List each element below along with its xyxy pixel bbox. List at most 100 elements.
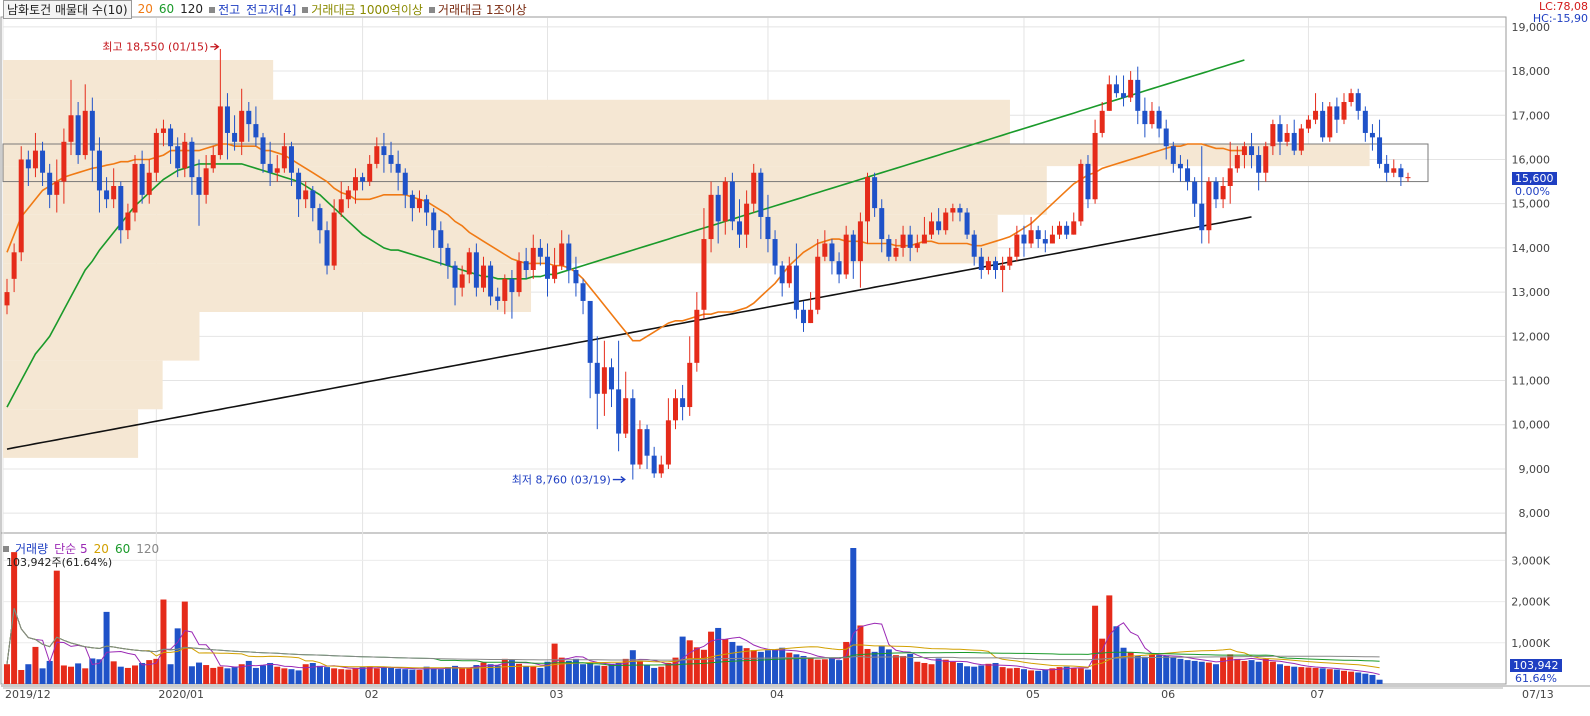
candle-body bbox=[388, 155, 394, 164]
candle-body bbox=[872, 177, 878, 209]
volume-bar bbox=[843, 641, 850, 684]
price-legend: 남화토건 매물대 수(10) 20 60 120 전고 전고저[4] 거래대금 … bbox=[3, 0, 527, 19]
candle-body bbox=[146, 172, 152, 195]
candle-body bbox=[957, 208, 963, 213]
volume-bar bbox=[1369, 674, 1376, 684]
volume-bar bbox=[1056, 667, 1063, 684]
volume-bar bbox=[644, 664, 651, 684]
volume-profile-band bbox=[3, 360, 163, 410]
price-tick-label: 14,000 bbox=[1512, 242, 1551, 255]
volume-ma20-label: 20 bbox=[93, 541, 109, 556]
candle-body bbox=[651, 455, 657, 474]
candle-body bbox=[239, 110, 245, 142]
candle-body bbox=[1213, 181, 1219, 200]
volume-bar bbox=[1362, 673, 1369, 684]
volume-bar bbox=[338, 669, 345, 684]
legend-item-prev-high-low[interactable]: 전고저[4] bbox=[246, 2, 297, 17]
legend-item-trade-value-1t[interactable]: 거래대금 1조이상 bbox=[428, 1, 527, 18]
candle-body bbox=[1377, 137, 1383, 164]
candle-body bbox=[360, 177, 366, 182]
hc-value: HC:-15,90 bbox=[1532, 12, 1588, 25]
legend-item-prev-high[interactable]: 전고 bbox=[209, 1, 240, 18]
candle-body bbox=[1113, 84, 1119, 94]
volume-bar bbox=[167, 664, 174, 684]
volume-bar bbox=[636, 660, 643, 684]
candle-body bbox=[1042, 239, 1048, 244]
candle-body bbox=[637, 429, 643, 465]
candle-body bbox=[658, 464, 664, 474]
candle-body bbox=[544, 256, 550, 279]
candle-body bbox=[1327, 106, 1333, 138]
indicator-box[interactable]: 남화토건 매물대 수(10) bbox=[3, 0, 132, 19]
volume-bar bbox=[1248, 660, 1255, 684]
volume-bar bbox=[686, 640, 693, 684]
volume-bar bbox=[96, 659, 103, 684]
volume-bar bbox=[1227, 654, 1234, 684]
volume-bar bbox=[572, 658, 579, 684]
volume-bar bbox=[160, 599, 167, 684]
candle-body bbox=[345, 190, 351, 200]
price-tick-label: 15,000 bbox=[1512, 198, 1551, 211]
volume-bar bbox=[800, 655, 807, 684]
volume-bar bbox=[1042, 669, 1049, 684]
volume-bar bbox=[60, 665, 67, 684]
volume-bar bbox=[388, 667, 395, 684]
candle-body bbox=[1206, 181, 1212, 231]
volume-bar bbox=[700, 649, 707, 684]
volume-bar bbox=[921, 662, 928, 684]
candle-body bbox=[509, 278, 515, 293]
arrow-right-icon bbox=[612, 476, 626, 484]
candle-body bbox=[921, 234, 927, 244]
candle-body bbox=[1057, 225, 1063, 235]
volume-bar bbox=[117, 666, 124, 684]
volume-bar bbox=[530, 666, 537, 684]
volume-bar bbox=[850, 548, 857, 684]
volume-bar bbox=[352, 667, 359, 684]
candle-body bbox=[438, 230, 444, 248]
candle-body bbox=[409, 194, 415, 209]
volume-bar bbox=[1077, 668, 1084, 684]
candle-body bbox=[1334, 106, 1340, 120]
volume-bar bbox=[1333, 669, 1340, 684]
candle-body bbox=[54, 181, 60, 195]
volume-bar bbox=[466, 668, 473, 684]
candle-body bbox=[40, 150, 46, 173]
candle-body bbox=[744, 203, 750, 235]
candle-body bbox=[779, 265, 785, 284]
volume-legend: 거래량 단순 5 20 60 120 bbox=[3, 540, 159, 557]
volume-legend-label[interactable]: 거래량 bbox=[15, 542, 49, 556]
volume-bar bbox=[1092, 605, 1099, 684]
legend-item-trade-value-100b[interactable]: 거래대금 1000억이상 bbox=[302, 1, 423, 18]
volume-profile-band bbox=[3, 263, 532, 312]
volume-latest: 103,942주(61.64%) bbox=[6, 556, 113, 569]
candle-body bbox=[480, 265, 486, 288]
volume-bar bbox=[1355, 672, 1362, 684]
volume-bar bbox=[971, 666, 978, 684]
x-tick-label: 04 bbox=[770, 688, 784, 701]
price-tick-label: 10,000 bbox=[1512, 419, 1551, 432]
volume-bar bbox=[764, 650, 771, 684]
volume-bar bbox=[260, 665, 267, 684]
volume-bar bbox=[900, 655, 907, 684]
candle-body bbox=[395, 163, 401, 173]
candle-body bbox=[267, 163, 273, 173]
candle-body bbox=[445, 247, 451, 266]
volume-bar bbox=[580, 664, 587, 684]
volume-bar bbox=[267, 662, 274, 684]
volume-bar bbox=[750, 650, 757, 684]
volume-bar bbox=[658, 666, 665, 684]
candle-body bbox=[1135, 79, 1141, 111]
volume-bar bbox=[288, 669, 295, 684]
candle-body bbox=[111, 186, 117, 200]
candle-body bbox=[1313, 110, 1319, 120]
volume-bar bbox=[53, 570, 60, 684]
volume-bar bbox=[523, 666, 530, 684]
volume-bar bbox=[302, 664, 309, 684]
volume-bar bbox=[452, 665, 459, 684]
volume-bar bbox=[608, 663, 615, 684]
volume-bar bbox=[103, 611, 110, 684]
volume-bar bbox=[1141, 656, 1148, 684]
volume-bar bbox=[46, 660, 53, 684]
